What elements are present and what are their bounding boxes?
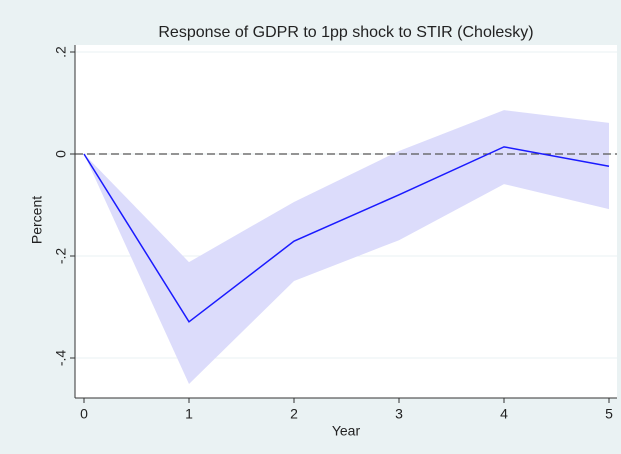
confidence-band (84, 110, 609, 385)
y-tick-label: -.2 (53, 248, 69, 265)
x-tick-label: 2 (290, 406, 298, 422)
y-tick-label: 0 (53, 150, 69, 158)
y-tick-label: .2 (53, 46, 69, 58)
x-tick-label: 1 (185, 406, 193, 422)
x-tick-label: 3 (395, 406, 403, 422)
y-axis-label: Percent (29, 196, 45, 244)
chart-title: Response of GDPR to 1pp shock to STIR (C… (158, 24, 533, 41)
y-tick-label: -.4 (53, 350, 69, 367)
x-tick-label: 4 (500, 406, 508, 422)
x-axis-label: Year (332, 423, 361, 439)
x-tick-label: 5 (605, 406, 613, 422)
x-tick-label: 0 (80, 406, 88, 422)
irf-line (83, 146, 610, 323)
